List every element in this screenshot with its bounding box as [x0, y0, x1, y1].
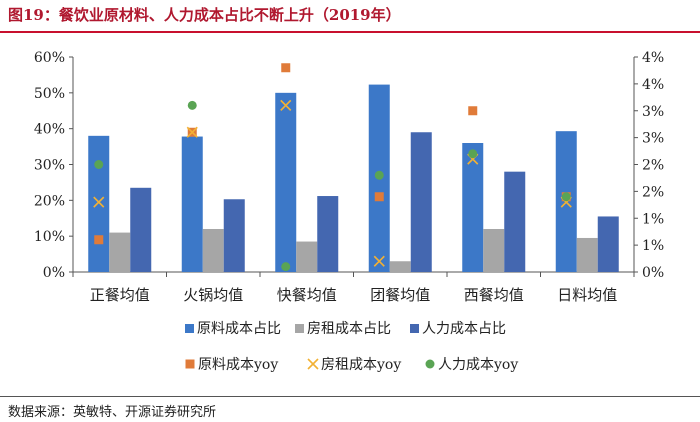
chart: 0% 10% 20% 30% 40% 50% 60% 0% 1% 1% 2% 2% 3% 3% 4% 4% 正餐… — [34, 50, 664, 373]
legend-label: 房租成本占比 — [307, 321, 391, 337]
marker-0 — [281, 63, 291, 73]
y-tick-label-left: 50% — [34, 86, 65, 102]
legend-marker — [307, 358, 319, 370]
x-tick-label: 西餐均值 — [464, 286, 524, 304]
y-tick-label-right: 3% — [642, 104, 664, 120]
x-tick-label: 快餐均值 — [277, 286, 337, 304]
marker-0 — [468, 106, 478, 116]
y-tick-label-right: 1% — [642, 238, 664, 254]
legend-label: 原料成本占比 — [197, 321, 281, 337]
legend-label: 房租成本yoy — [321, 357, 401, 373]
legend-marker — [185, 359, 195, 369]
y-tick-label-right: 3% — [642, 131, 664, 147]
x-tick-label: 团餐均值 — [370, 286, 430, 304]
marker-1 — [373, 255, 385, 267]
marker-1 — [93, 196, 105, 208]
y-tick-label-left: 60% — [34, 50, 65, 66]
x-tick-label: 正餐均值 — [90, 286, 150, 304]
bar-0 — [88, 135, 110, 272]
source-note: 数据来源：英敏特、开源证券研究所 — [8, 405, 217, 420]
bar-1 — [483, 229, 505, 272]
y-tick-label-right: 2% — [642, 158, 664, 174]
bar-2 — [223, 199, 245, 272]
legend-marker — [425, 359, 435, 369]
y-tick-label-left: 20% — [34, 193, 65, 209]
y-tick-label-right: 0% — [642, 265, 664, 281]
bar-0 — [275, 92, 297, 272]
bar-2 — [597, 216, 619, 272]
legend-label: 原料成本yoy — [198, 357, 278, 373]
x-tick-label: 日料均值 — [557, 286, 617, 304]
title-bar: 图19：餐饮业原材料、人力成本占比不断上升（2019年） — [0, 0, 700, 33]
legend-label: 人力成本占比 — [422, 321, 506, 337]
legend-swatch — [410, 324, 419, 333]
bar-0 — [181, 136, 203, 272]
y-tick-label-left: 40% — [34, 122, 65, 138]
marker-2 — [468, 149, 478, 159]
y-tick-label-left: 0% — [43, 265, 65, 281]
marker-2 — [281, 262, 291, 272]
bar-1 — [109, 232, 131, 272]
bar-1 — [296, 241, 318, 272]
marker-2 — [187, 100, 197, 110]
marker-2 — [94, 160, 104, 169]
y-tick-label-right: 4% — [642, 50, 664, 66]
y-tick-label-right: 4% — [642, 77, 664, 93]
y-tick-label-right: 2% — [642, 184, 664, 200]
marker-0 — [94, 235, 104, 245]
x-tick-label: 火锅均值 — [183, 286, 243, 304]
bar-2 — [130, 187, 152, 272]
bar-2 — [504, 171, 526, 272]
marker-1 — [280, 99, 292, 111]
bar-1 — [202, 229, 224, 272]
y-tick-label-left: 10% — [34, 229, 65, 245]
y-tick-label-right: 1% — [642, 211, 664, 227]
marker-2 — [561, 192, 571, 202]
footer-divider — [0, 396, 700, 397]
bar-1 — [576, 237, 598, 272]
bar-2 — [410, 132, 432, 272]
bar-1 — [389, 261, 411, 272]
legend-label: 人力成本yoy — [438, 357, 518, 373]
y-tick-label-left: 30% — [34, 158, 65, 174]
legend-swatch — [295, 324, 304, 333]
bar-0 — [462, 143, 484, 272]
figure-title: 图19：餐饮业原材料、人力成本占比不断上升（2019年） — [8, 6, 401, 24]
marker-0 — [374, 192, 384, 202]
marker-2 — [374, 170, 384, 180]
marker-1 — [186, 126, 198, 138]
legend-swatch — [185, 324, 194, 333]
bar-2 — [317, 196, 339, 272]
